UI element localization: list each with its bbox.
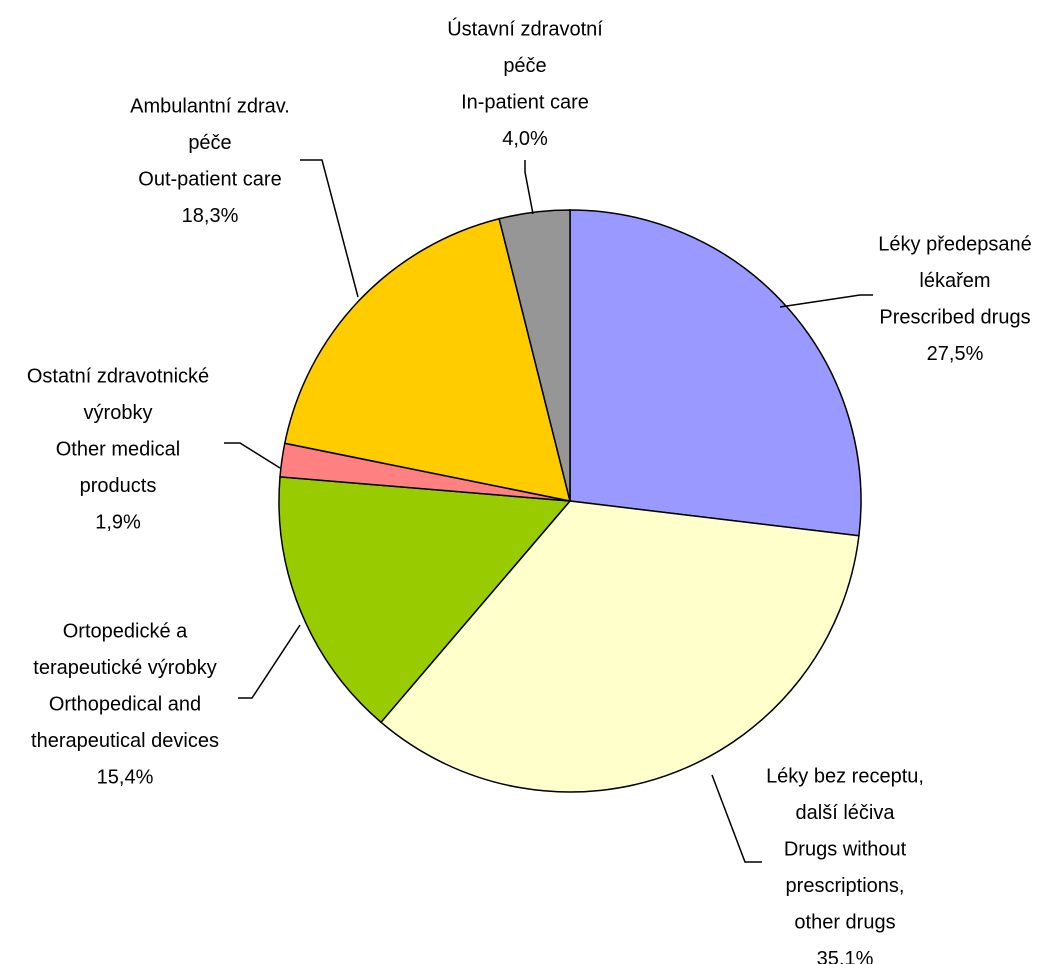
slice-label: Ostatní zdravotnické — [27, 365, 209, 387]
slice-label: další léčiva — [796, 802, 896, 824]
pie-slice — [379, 500, 860, 793]
slice-label: Ústavní zdravotní — [447, 17, 603, 40]
leader-line — [524, 160, 534, 215]
value-label: 4,0% — [502, 128, 548, 150]
pie-slice — [569, 209, 862, 537]
slice-label: terapeutické výrobky — [33, 657, 216, 679]
slice-label: therapeutical devices — [31, 730, 219, 752]
slice-label: Drugs without — [784, 838, 907, 860]
slice-label: Ambulantní zdrav. — [130, 95, 290, 117]
slice-label: products — [80, 475, 157, 497]
slice-label: péče — [503, 55, 546, 77]
slice-label: Ortopedické a — [63, 620, 188, 642]
slice-label: Other medical — [56, 438, 181, 460]
value-label: 27,5% — [927, 343, 984, 365]
pie-slice — [283, 217, 572, 502]
slice-label: In-patient care — [461, 91, 589, 113]
pie-slice — [498, 209, 571, 502]
slice-label: lékařem — [919, 270, 990, 292]
leader-line — [238, 624, 301, 699]
value-label: 18,3% — [182, 205, 239, 227]
value-label: 1,9% — [95, 511, 141, 533]
slice-label: Out-patient care — [138, 168, 281, 190]
slice-label: Léky bez receptu, — [766, 765, 924, 787]
leader-line — [711, 774, 762, 863]
slice-label: prescriptions, — [786, 875, 905, 897]
slice-label: other drugs — [794, 911, 895, 933]
leader-line — [779, 294, 873, 308]
pie-slice — [278, 476, 572, 724]
leader-line — [224, 442, 281, 469]
slice-label: Prescribed drugs — [879, 306, 1030, 328]
leader-line — [300, 159, 359, 298]
slice-label: Léky předepsané — [878, 233, 1031, 255]
slice-label: výrobky — [84, 402, 153, 424]
value-label: 15,4% — [97, 766, 154, 788]
slice-label: Orthopedical and — [49, 693, 201, 715]
slice-label: péče — [188, 132, 231, 154]
value-label: 35,1% — [817, 948, 874, 964]
